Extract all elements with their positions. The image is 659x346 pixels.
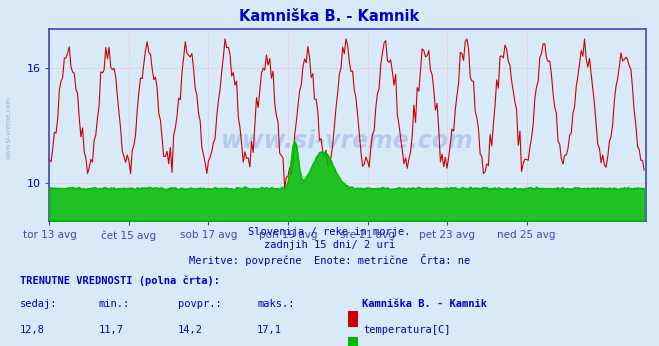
Text: maks.:: maks.: bbox=[257, 299, 295, 309]
Text: sedaj:: sedaj: bbox=[20, 299, 57, 309]
Text: 17,1: 17,1 bbox=[257, 325, 282, 335]
Text: 12,8: 12,8 bbox=[20, 325, 45, 335]
Text: zadnjih 15 dni/ 2 uri: zadnjih 15 dni/ 2 uri bbox=[264, 240, 395, 251]
Text: 14,2: 14,2 bbox=[178, 325, 203, 335]
Text: www.si-vreme.com: www.si-vreme.com bbox=[221, 129, 474, 153]
Text: Slovenija / reke in morje.: Slovenija / reke in morje. bbox=[248, 227, 411, 237]
Text: TRENUTNE VREDNOSTI (polna črta):: TRENUTNE VREDNOSTI (polna črta): bbox=[20, 275, 219, 285]
Text: povpr.:: povpr.: bbox=[178, 299, 221, 309]
Text: Kamniška B. - Kamnik: Kamniška B. - Kamnik bbox=[239, 9, 420, 24]
Text: 11,7: 11,7 bbox=[99, 325, 124, 335]
Text: temperatura[C]: temperatura[C] bbox=[364, 325, 451, 335]
Text: www.si-vreme.com: www.si-vreme.com bbox=[5, 97, 11, 160]
Text: Meritve: povprečne  Enote: metrične  Črta: ne: Meritve: povprečne Enote: metrične Črta:… bbox=[189, 254, 470, 266]
Text: min.:: min.: bbox=[99, 299, 130, 309]
Text: Kamniška B. - Kamnik: Kamniška B. - Kamnik bbox=[362, 299, 488, 309]
